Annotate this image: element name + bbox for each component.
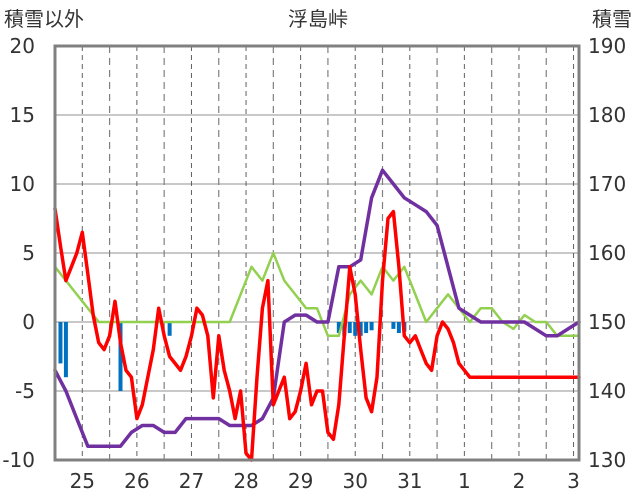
x-tick-label: 2: [513, 469, 526, 493]
grid: [55, 45, 579, 461]
precip-bar: [396, 322, 401, 334]
left-tick-label: 10: [10, 172, 35, 196]
temperature-line: [53, 207, 581, 462]
right-tick-label: 190: [588, 34, 626, 58]
x-tick-label: 25: [70, 469, 95, 493]
x-tick-label: 3: [567, 469, 580, 493]
plot-frame: [53, 44, 581, 462]
x-tick-label: 29: [288, 469, 313, 493]
right-tick-label: 150: [588, 310, 626, 334]
wind-line: [53, 251, 581, 338]
left-tick-label: -5: [15, 379, 35, 403]
left-tick-label: 5: [22, 241, 35, 265]
x-tick-label: 26: [124, 469, 149, 493]
left-axis-label: 積雪以外: [4, 7, 84, 31]
precip-bar: [369, 322, 374, 331]
x-tick-label: 27: [179, 469, 204, 493]
left-tick-label: -10: [2, 448, 35, 472]
precip-bar: [391, 322, 396, 329]
right-axis-label: 積雪: [592, 7, 632, 31]
right-tick-label: 130: [588, 448, 626, 472]
x-tick-label: 28: [233, 469, 258, 493]
precip-bar: [347, 322, 352, 334]
chart-title: 浮島峠: [288, 7, 348, 31]
left-tick-label: 20: [10, 34, 35, 58]
precip-bar: [63, 322, 68, 378]
precip-bar: [353, 322, 358, 336]
left-tick-label: 15: [10, 103, 35, 127]
precip-bar: [364, 322, 369, 334]
right-tick-label: 140: [588, 379, 626, 403]
right-tick-label: 170: [588, 172, 626, 196]
precip-bar: [118, 322, 123, 391]
precip-bar: [336, 322, 341, 334]
precip-bar: [58, 322, 63, 364]
right-tick-label: 160: [588, 241, 626, 265]
x-tick-label: 31: [397, 469, 422, 493]
left-tick-label: 0: [22, 310, 35, 334]
precip-bar: [167, 322, 172, 336]
x-tick-label: 30: [342, 469, 367, 493]
snow-depth-line: [53, 168, 581, 448]
series-lines: [53, 168, 581, 462]
precip-bar: [358, 322, 363, 336]
x-tick-label: 1: [458, 469, 471, 493]
right-tick-label: 180: [588, 103, 626, 127]
